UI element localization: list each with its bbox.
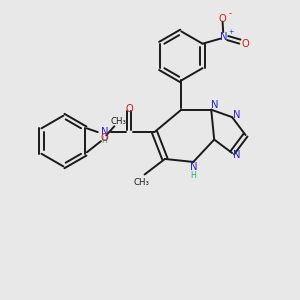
Text: N: N [233,110,241,120]
Text: CH₃: CH₃ [133,178,149,187]
Text: -: - [229,9,232,18]
Text: H: H [190,171,196,180]
Text: N: N [220,32,228,42]
Text: O: O [219,14,226,24]
Text: H: H [102,136,107,145]
Text: N: N [211,100,218,110]
Text: +: + [228,29,233,35]
Text: N: N [101,127,108,137]
Text: O: O [241,39,249,49]
Text: O: O [125,104,133,114]
Text: N: N [233,150,241,161]
Text: CH₃: CH₃ [111,117,127,126]
Text: O: O [100,133,108,143]
Text: N: N [190,162,197,172]
